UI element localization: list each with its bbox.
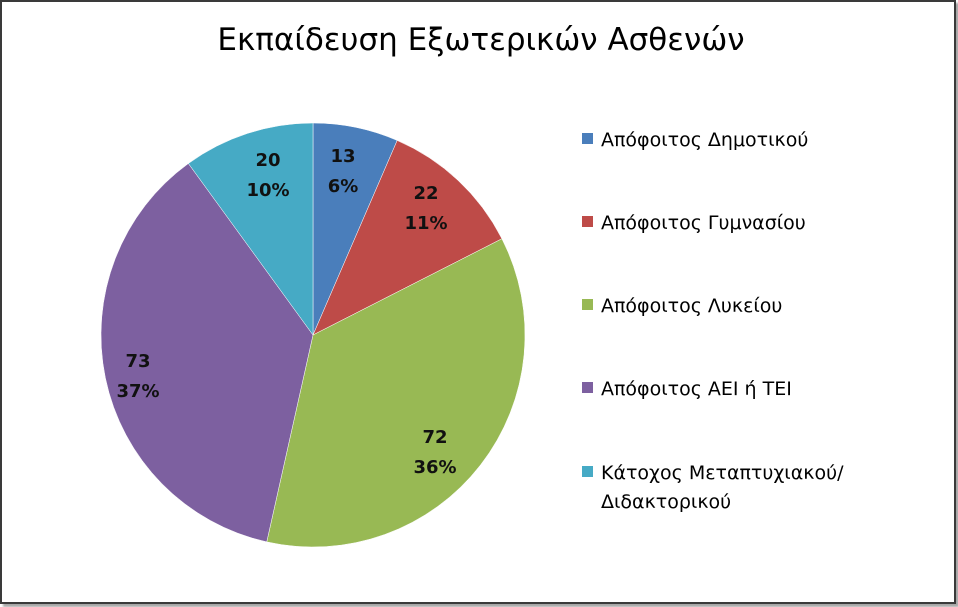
data-label-value: 72 [422, 427, 447, 448]
legend-swatch [582, 466, 593, 477]
legend-item-dimotikou: Απόφοιτος Δημοτικού [582, 126, 808, 155]
pie-slice [188, 122, 314, 336]
legend-item-aei-tei: Απόφοιτος ΑΕΙ ή ΤΕΙ [582, 375, 792, 404]
legend-label: Απόφοιτος ΑΕΙ ή ΤΕΙ [601, 378, 792, 400]
legend-item-metaptyxiakou: Κάτοχος Μεταπτυχιακού/Διδακτορικού [582, 459, 942, 517]
pie-slice [100, 163, 314, 543]
legend-label: Απόφοιτος Δημοτικού [601, 129, 809, 151]
pie-slice [312, 140, 503, 336]
data-label-percent: 37% [116, 381, 159, 402]
legend-label: Απόφοιτος Γυμνασίου [601, 212, 806, 234]
data-label-percent: 10% [246, 180, 289, 201]
legend-label: Κάτοχος Μεταπτυχιακού/Διδακτορικού [601, 462, 844, 513]
legend-item-gymnasiou: Απόφοιτος Γυμνασίου [582, 209, 806, 238]
legend-item-lykeiou: Απόφοιτος Λυκείου [582, 292, 782, 321]
data-label-value: 22 [413, 183, 438, 204]
legend-swatch [582, 299, 593, 310]
data-label-percent: 11% [404, 213, 447, 234]
data-label-percent: 36% [413, 457, 456, 478]
chart-title: Εκπαίδευση Εξωτερικών Ασθενών [217, 22, 745, 58]
legend-swatch [582, 382, 593, 393]
legend-swatch [582, 133, 593, 144]
legend-label: Απόφοιτος Λυκείου [601, 295, 783, 317]
data-label-value: 73 [125, 351, 150, 372]
pie-slice [266, 238, 526, 548]
data-label-percent: 6% [328, 176, 359, 197]
data-label-value: 20 [255, 150, 280, 171]
data-label-value: 13 [330, 146, 355, 167]
legend-swatch [582, 216, 593, 227]
